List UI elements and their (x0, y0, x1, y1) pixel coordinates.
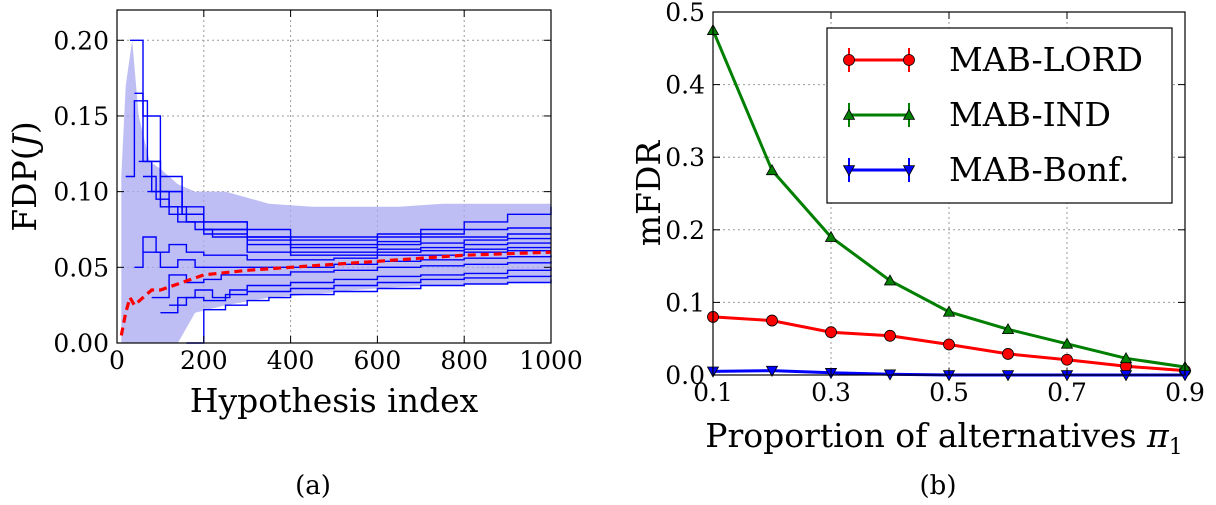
panel-a-chart: 0 200 400 600 800 1000 0.00 0.05 0.10 0.15 0.20 Hy… (5, 9, 583, 501)
panel-b-legend-marker (842, 165, 856, 177)
panel-a-x-axis-label: Hypothesis index (190, 381, 479, 420)
panel-a-x-tick-label: 800 (440, 346, 488, 375)
panel-a-x-tick-label: 200 (180, 346, 228, 375)
panel-b-legend-marker (902, 165, 916, 177)
panel-b-caption: (b) (920, 471, 957, 501)
panel-b-x-tick-label: 0.1 (693, 378, 733, 407)
panel-a-trajectory-line (186, 279, 552, 344)
panel-a-trajectory-line (143, 251, 552, 268)
panel-b-y-tick-label: 0.3 (665, 143, 705, 172)
panel-a-trajectory-line (134, 92, 551, 246)
panel-a-x-tick-label: 400 (267, 346, 315, 375)
panel-a-y-tick-label: 0.20 (53, 26, 109, 55)
panel-b-data-point (1001, 322, 1015, 335)
panel-b-y-tick-label: 0.1 (665, 288, 705, 317)
panel-b-legend-label: MAB-IND (949, 95, 1111, 134)
panel-b-y-axis-label: mFDR (629, 140, 668, 247)
panel-b-x-tick-label: 0.7 (1047, 378, 1087, 407)
panel-b-legend-marker (843, 54, 855, 66)
panel-b-data-point (824, 230, 838, 242)
panel-b-legend-label: MAB-LORD (949, 40, 1143, 79)
panel-a-y-tick-label: 0.00 (53, 329, 109, 358)
panel-b-legend: MAB-LORD MAB-IND MAB-Bonf. (826, 27, 1173, 204)
panel-b-data-point (942, 305, 956, 317)
panel-a-x-tick-label: 0 (109, 346, 125, 375)
panel-a-y-axis-label: FDP(J) (5, 121, 44, 232)
panel-b-y-tick-label: 0.2 (665, 216, 705, 245)
panel-a-mean-layer (119, 250, 552, 336)
panel-a-plot-frame (116, 9, 552, 344)
panel-b-data-point (1119, 351, 1133, 364)
panel-a-trajectories (125, 39, 552, 344)
panel-b-x-tick-label: 0.5 (929, 378, 969, 407)
panel-b-ticks: 0.1 0.3 0.5 0.7 0.90.00.10.20.30.40.5 (665, 0, 1205, 407)
panel-b-y-tick-label: 0.4 (665, 71, 705, 100)
panel-b-legend-marker (903, 54, 915, 66)
panel-a-trajectory-line (169, 274, 552, 306)
panel-b-data-point (1061, 353, 1073, 366)
panel-a-caption: (a) (295, 471, 331, 501)
panel-a-x-tick-label: 1000 (519, 346, 583, 375)
panel-b-y-tick-label: 0.0 (665, 361, 705, 390)
panel-a-trajectory-line (147, 190, 551, 256)
panel-b-data-point (765, 365, 779, 377)
panel-b-chart: 0.1 0.3 0.5 0.7 0.90.00.10.20.30.40.5 MAB-LO… (629, 0, 1205, 501)
panel-b-legend-label: MAB-Bonf. (949, 150, 1130, 189)
panel-a-trajectory-line (134, 236, 551, 268)
panel-a-y-tick-label: 0.15 (53, 102, 109, 131)
panel-b-data-point (765, 163, 779, 176)
panel-b-data-point (1002, 348, 1014, 360)
panel-b-data-point (1060, 337, 1074, 349)
panel-a-ticks: 0 200 400 600 800 1000 0.00 0.05 0.10 0.15 0.20 (53, 10, 583, 375)
panel-b-x-tick-label: 0.3 (811, 378, 851, 407)
panel-a-mean-line (119, 250, 552, 336)
panel-a-y-tick-label: 0.05 (53, 253, 109, 282)
panel-a-y-tick-label: 0.10 (53, 178, 109, 207)
panel-a-x-tick-label: 600 (354, 346, 402, 375)
panel-b-legend-marker (842, 108, 856, 120)
panel-a-trajectory-line (160, 267, 552, 314)
panel-b-series-group (707, 311, 1191, 377)
panel-b-data-point (943, 338, 955, 351)
panel-b-legend-marker (902, 108, 916, 120)
panel-b-x-tick-label: 0.9 (1165, 378, 1205, 407)
panel-a-trajectory-line (143, 175, 551, 253)
panel-b-y-tick-label: 0.5 (665, 0, 705, 27)
panel-b-data-point (883, 274, 897, 286)
panel-b-data-point (825, 326, 837, 339)
panel-b-data-point (884, 329, 896, 342)
panel-b-data-point (766, 314, 778, 327)
panel-b-x-axis-label: Proportion of alternatives π1 (705, 416, 1182, 460)
